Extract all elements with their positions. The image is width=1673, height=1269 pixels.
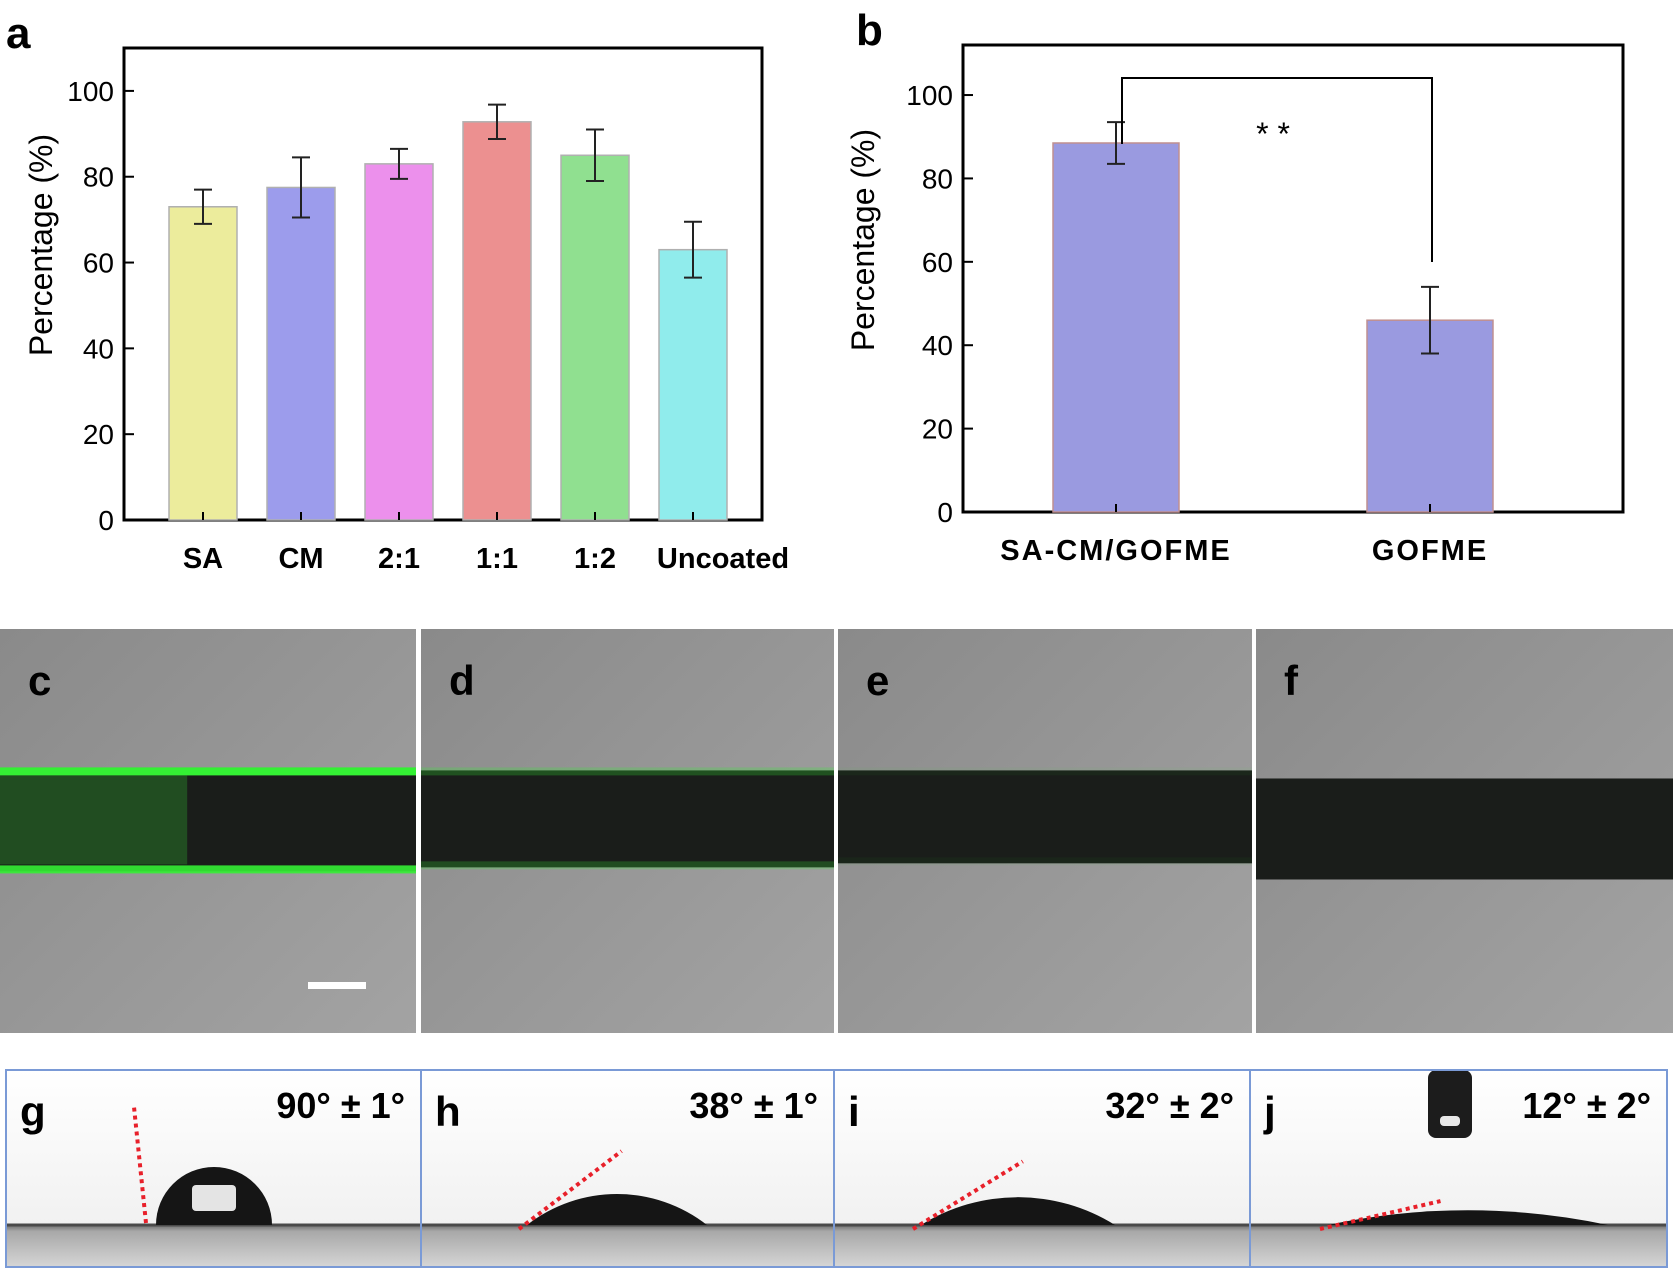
contact-angle-image-j: j 12° ± 2° — [1249, 1069, 1668, 1268]
fiber-strand — [838, 770, 1252, 864]
a-bar — [462, 121, 532, 521]
fluorescent-edge-top — [838, 767, 1252, 776]
tangent-line — [517, 1149, 623, 1231]
panel-label-c: c — [28, 657, 51, 704]
fluorescent-edge-top — [421, 767, 834, 776]
fluorescence-image-c: c — [0, 629, 416, 1033]
a-category-label: 1:1 — [476, 543, 518, 575]
a-ytick-label: 80 — [83, 162, 114, 193]
fluorescent-fill — [0, 775, 188, 865]
substrate — [6, 1225, 421, 1267]
substrate — [421, 1225, 834, 1267]
significance-bracket — [1121, 77, 1433, 262]
b-ytick-label: 80 — [922, 163, 953, 194]
contact-angle-image-i: i 32° ± 2° — [833, 1069, 1251, 1268]
panel-label-a: a — [6, 9, 31, 58]
contact-angle-image-row: g 90° ± 1° h 38° ± 1° i 32° ± 2° j 12° ± 2° — [5, 1069, 1668, 1268]
fluorescent-edge-top — [0, 767, 416, 776]
scale-bar — [308, 982, 366, 989]
fluorescence-image-d: d — [421, 629, 834, 1033]
fluorescent-edge-bottom — [838, 857, 1252, 866]
a-bar — [168, 206, 238, 521]
a-category-label: SA — [183, 543, 223, 575]
y-axis-label-b: Percentage (%) — [845, 129, 881, 351]
a-ytick-label: 40 — [83, 333, 114, 364]
a-category-label: 2:1 — [378, 543, 420, 575]
a-bar — [364, 163, 434, 521]
b-category-label: GOFME — [1372, 535, 1488, 567]
panel-label-b: b — [856, 6, 883, 55]
a-ytick-label: 20 — [83, 419, 114, 450]
b-ytick-label: 40 — [922, 330, 953, 361]
contact-angle-value: 38° ± 1° — [689, 1085, 818, 1126]
contact-angle-image-h: h 38° ± 1° — [420, 1069, 835, 1268]
image-frame — [1249, 1069, 1668, 1268]
fiber-strand — [0, 770, 416, 872]
droplet-highlight — [192, 1185, 236, 1211]
a-bar — [560, 154, 630, 521]
panel-label-j: j — [1263, 1088, 1276, 1135]
panel-label-i: i — [848, 1088, 860, 1135]
plot-frame-b — [961, 43, 1625, 514]
contact-angle-value: 90° ± 1° — [276, 1085, 405, 1126]
a-category-label: Uncoated — [657, 543, 789, 575]
b-bar — [1052, 142, 1180, 513]
droplet — [1328, 1210, 1608, 1225]
fiber-strand — [421, 770, 834, 868]
fluorescence-image-e: e — [838, 629, 1252, 1033]
bar-chart-a: a 0 20 40 60 80 100 SA CM 2:1 1:1 1:2 Uncoated Per… — [6, 9, 789, 575]
tangent-line — [132, 1106, 148, 1224]
significance-marker: * * — [1256, 116, 1290, 152]
b-ytick-label: 100 — [906, 80, 953, 111]
a-ytick-label: 0 — [98, 505, 114, 536]
droplet — [527, 1194, 707, 1225]
b-ytick-label: 20 — [922, 414, 953, 445]
panel-label-d: d — [449, 657, 475, 704]
needle-highlight — [1440, 1116, 1460, 1126]
tangent-line — [911, 1159, 1024, 1231]
fluorescent-edge-bottom — [421, 861, 834, 870]
a-ytick-label: 100 — [67, 76, 114, 107]
b-ytick-label: 60 — [922, 247, 953, 278]
fluorescent-edge-bottom — [0, 865, 416, 874]
panel-label-h: h — [435, 1088, 461, 1135]
contact-angle-image-g: g 90° ± 1° — [5, 1069, 422, 1268]
substrate — [1250, 1225, 1667, 1267]
a-bar — [658, 248, 728, 521]
y-axis-label-a: Percentage (%) — [23, 134, 59, 356]
panel-label-e: e — [866, 657, 889, 704]
fiber-strand — [1256, 778, 1673, 880]
plot-frame-a — [122, 46, 764, 522]
panel-label-g: g — [20, 1088, 46, 1135]
bar-chart-b: b 0 20 40 60 80 100 SA-CM/GOFME GOFME Percenta… — [845, 6, 1625, 567]
a-category-label: 1:2 — [574, 543, 616, 575]
b-ytick-label: 0 — [937, 497, 953, 528]
a-category-label: CM — [278, 543, 323, 575]
fluorescence-image-f: f — [1256, 629, 1673, 1033]
b-category-label: SA-CM/GOFME — [1000, 535, 1231, 567]
contact-angle-value: 12° ± 2° — [1522, 1085, 1651, 1126]
contact-angle-value: 32° ± 2° — [1105, 1085, 1234, 1126]
a-bar — [266, 186, 336, 521]
fluorescence-image-row: c d e f — [0, 629, 1673, 1033]
panel-label-f: f — [1284, 657, 1299, 704]
droplet — [921, 1197, 1115, 1225]
syringe-needle — [1428, 1070, 1472, 1138]
substrate — [834, 1225, 1250, 1267]
a-ytick-label: 60 — [83, 248, 114, 279]
